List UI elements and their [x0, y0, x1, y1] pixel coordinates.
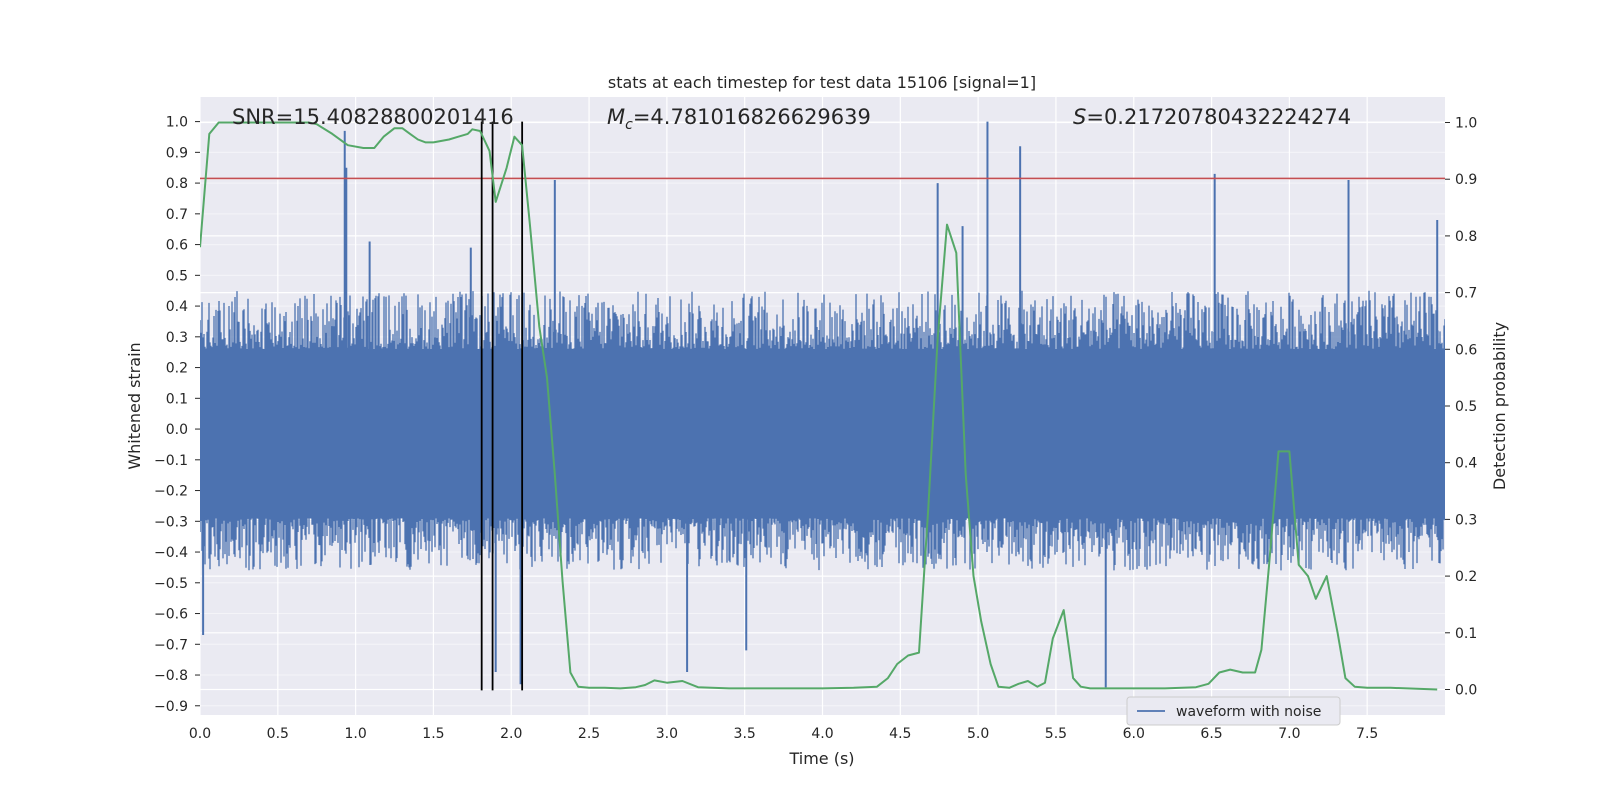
mc-symbol: M: [607, 105, 625, 129]
x-tick-label: 6.0: [1123, 726, 1145, 742]
y2-tick-label: 0.9: [1455, 172, 1477, 188]
y2-tick-label: 0.1: [1455, 626, 1477, 642]
x-tick-label: 0.5: [267, 726, 289, 742]
y-tick-label: 0.1: [166, 391, 188, 407]
y-tick-label: −0.5: [154, 576, 188, 592]
y-tick-label: 1.0: [166, 115, 188, 131]
legend-box: [1126, 696, 1341, 726]
y-tick-label: −0.8: [154, 668, 188, 684]
x-tick-label: 7.0: [1278, 726, 1300, 742]
y-tick-label: 0.5: [166, 268, 188, 284]
y-tick-label: −0.7: [154, 637, 188, 653]
y-tick-label: 0.9: [166, 145, 188, 161]
y2-axis-label: Detection probability: [1490, 322, 1509, 490]
mc-value: =4.781016826629639: [633, 105, 871, 129]
y-tick-label: −0.6: [154, 607, 188, 623]
x-tick-label: 7.5: [1356, 726, 1378, 742]
y-tick-label: −0.1: [154, 453, 188, 469]
x-tick-label: 6.5: [1200, 726, 1222, 742]
s-annotation: S=0.21720780432224274: [1073, 105, 1351, 129]
s-symbol: S: [1073, 105, 1086, 129]
legend: waveform with noise: [1126, 696, 1341, 726]
y2-tick-label: 0.7: [1455, 286, 1477, 302]
y-axis-label: Whitened strain: [125, 342, 144, 469]
y2-tick-label: 1.0: [1455, 116, 1477, 132]
waveform-series: [200, 121, 1445, 688]
y-tick-label: −0.2: [154, 484, 188, 500]
y-tick-label: 0.2: [166, 361, 188, 377]
x-axis-label: Time (s): [788, 749, 854, 768]
mc-subscript: c: [625, 117, 633, 133]
y-tick-label: −0.9: [154, 699, 188, 715]
y2-axis-ticks: 1.0 0.9 0.8 0.7 0.6 0.5 0.4 0.3 0.2 0.1 0.0: [1445, 116, 1477, 698]
y2-tick-label: 0.8: [1455, 229, 1477, 245]
x-tick-label: 4.5: [889, 726, 911, 742]
x-tick-label: 5.5: [1045, 726, 1067, 742]
y2-tick-label: 0.0: [1455, 682, 1477, 698]
x-tick-label: 4.0: [811, 726, 833, 742]
chirp-mass-annotation: Mc=4.781016826629639: [607, 105, 871, 133]
y-tick-label: 0.0: [166, 422, 188, 438]
y2-tick-label: 0.6: [1455, 342, 1477, 358]
y-tick-label: 0.7: [166, 207, 188, 223]
y-tick-label: 0.3: [166, 330, 188, 346]
x-tick-label: 3.0: [656, 726, 678, 742]
x-tick-label: 5.0: [967, 726, 989, 742]
y2-tick-label: 0.2: [1455, 569, 1477, 585]
s-value: =0.21720780432224274: [1086, 105, 1351, 129]
y-tick-label: −0.3: [154, 514, 188, 530]
y2-tick-label: 0.4: [1455, 456, 1477, 472]
x-tick-label: 1.5: [422, 726, 444, 742]
y-tick-label: 0.8: [166, 176, 188, 192]
overlays: [200, 121, 1445, 691]
legend-label: waveform with noise: [1176, 704, 1321, 720]
y-tick-label: 0.4: [166, 299, 188, 315]
y-axis-ticks: 1.0 0.9 0.8 0.7 0.6 0.5 0.4 0.3 0.2 0.1 0.0 −0.1 −0.…: [154, 115, 200, 715]
y-tick-label: 0.6: [166, 238, 188, 254]
x-tick-label: 2.5: [578, 726, 600, 742]
x-tick-label: 3.5: [734, 726, 756, 742]
detection-probability-line: [200, 121, 1438, 691]
y2-tick-label: 0.3: [1455, 512, 1477, 528]
snr-annotation: SNR=15.40828800201416: [232, 105, 514, 129]
x-axis-ticks: 0.0 0.5 1.0 1.5 2.0 2.5 3.0 3.5 4.0 4.5 5.0 5.5 6.0 6…: [189, 726, 1378, 742]
x-tick-label: 1.0: [344, 726, 366, 742]
x-tick-label: 0.0: [189, 726, 211, 742]
x-tick-label: 2.0: [500, 726, 522, 742]
waveform-core-band: [200, 349, 1445, 519]
y-tick-label: −0.4: [154, 545, 188, 561]
y2-tick-label: 0.5: [1455, 399, 1477, 415]
chart-title: stats at each timestep for test data 151…: [608, 73, 1036, 92]
